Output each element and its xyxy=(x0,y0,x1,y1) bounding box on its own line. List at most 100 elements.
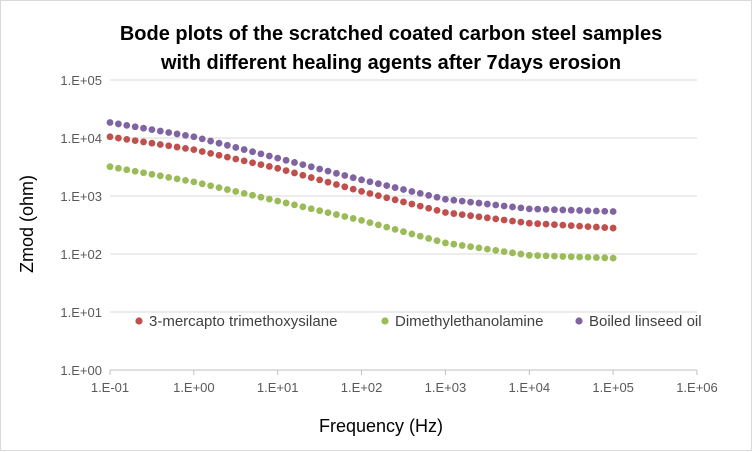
gridlines xyxy=(110,79,697,313)
data-point xyxy=(500,248,508,255)
x-tick-label: 1.E+00 xyxy=(173,380,215,395)
data-point xyxy=(131,123,139,131)
data-point xyxy=(559,221,567,229)
x-tick-label: 1.E+06 xyxy=(676,380,718,395)
legend-label: 3-mercapto trimethoxysilane xyxy=(149,313,337,330)
data-point xyxy=(282,199,290,207)
data-point xyxy=(458,197,466,205)
data-point xyxy=(123,121,131,129)
data-point xyxy=(249,159,256,167)
y-tick-label: 1.E+02 xyxy=(60,247,102,262)
data-point xyxy=(492,246,500,254)
data-point xyxy=(190,133,198,141)
data-point xyxy=(358,188,365,195)
data-point xyxy=(316,207,324,215)
data-point xyxy=(232,144,240,151)
data-point xyxy=(114,164,122,172)
data-point xyxy=(475,199,483,207)
data-point xyxy=(123,135,131,143)
data-point xyxy=(307,163,315,171)
data-point xyxy=(207,149,215,157)
data-point xyxy=(400,186,407,193)
y-tick-label: 1.E+05 xyxy=(60,73,102,88)
data-point xyxy=(316,176,324,184)
data-point xyxy=(458,242,466,249)
data-point xyxy=(358,216,365,224)
data-point xyxy=(148,139,156,147)
data-point xyxy=(307,174,315,181)
data-point xyxy=(425,191,433,199)
data-point xyxy=(601,207,609,215)
data-point xyxy=(299,161,307,169)
data-point xyxy=(517,250,525,258)
y-tick-label: 1.E+00 xyxy=(60,363,102,378)
data-point xyxy=(240,157,248,165)
data-point xyxy=(207,182,215,190)
data-point xyxy=(467,243,474,251)
data-point xyxy=(106,163,114,171)
data-point xyxy=(450,240,458,248)
data-point xyxy=(249,148,256,156)
data-point xyxy=(525,205,533,213)
data-point xyxy=(257,161,265,168)
data-point xyxy=(509,249,516,257)
data-point xyxy=(207,137,215,145)
data-point xyxy=(333,181,340,188)
data-point xyxy=(282,167,290,175)
data-point xyxy=(165,173,173,181)
y-tick-label: 1.E+04 xyxy=(60,131,102,146)
data-point xyxy=(224,186,231,193)
data-point xyxy=(391,184,399,191)
data-point xyxy=(542,205,550,213)
data-point xyxy=(601,224,609,231)
data-point xyxy=(383,182,391,190)
data-point xyxy=(576,222,583,230)
chart-title-line-2: with different healing agents after 7day… xyxy=(160,52,621,74)
data-point xyxy=(156,127,164,135)
data-point xyxy=(442,239,449,247)
data-point xyxy=(400,198,407,206)
data-point xyxy=(383,194,391,202)
data-point xyxy=(433,206,441,214)
series-0 xyxy=(106,133,617,232)
data-point xyxy=(366,219,374,227)
data-point xyxy=(190,178,198,186)
data-point xyxy=(383,223,391,231)
data-point xyxy=(517,218,525,226)
data-point xyxy=(299,203,307,211)
data-point xyxy=(450,196,458,204)
data-point xyxy=(215,139,223,147)
data-point xyxy=(458,211,466,219)
data-point xyxy=(182,131,189,139)
legend-label: Dimethylethanolamine xyxy=(395,313,543,330)
y-tick-label: 1.E+03 xyxy=(60,189,102,204)
data-point xyxy=(148,170,156,178)
data-point xyxy=(114,134,122,142)
data-point xyxy=(240,146,248,153)
data-point xyxy=(274,164,282,172)
y-axis-title: Zmod (ohm) xyxy=(17,175,37,273)
data-point xyxy=(509,217,516,225)
data-point xyxy=(609,254,617,262)
data-point xyxy=(366,190,374,197)
data-point xyxy=(391,226,399,233)
chart-title-line-1: Bode plots of the scratched coated carbo… xyxy=(120,23,662,45)
data-point xyxy=(433,237,441,245)
data-point xyxy=(291,159,298,166)
data-point xyxy=(140,124,147,132)
data-point xyxy=(442,195,449,203)
data-point xyxy=(525,251,533,259)
x-tick-label: 1.E+05 xyxy=(592,380,634,395)
data-point xyxy=(131,167,139,175)
data-point xyxy=(291,169,298,177)
data-point xyxy=(416,232,424,240)
data-point xyxy=(165,129,173,136)
data-point xyxy=(551,206,558,214)
legend-label: Boiled linseed oil xyxy=(589,313,702,330)
series-1 xyxy=(106,163,617,262)
data-point xyxy=(182,176,189,184)
data-point xyxy=(542,220,550,228)
data-point xyxy=(324,167,332,175)
data-point xyxy=(534,220,542,228)
